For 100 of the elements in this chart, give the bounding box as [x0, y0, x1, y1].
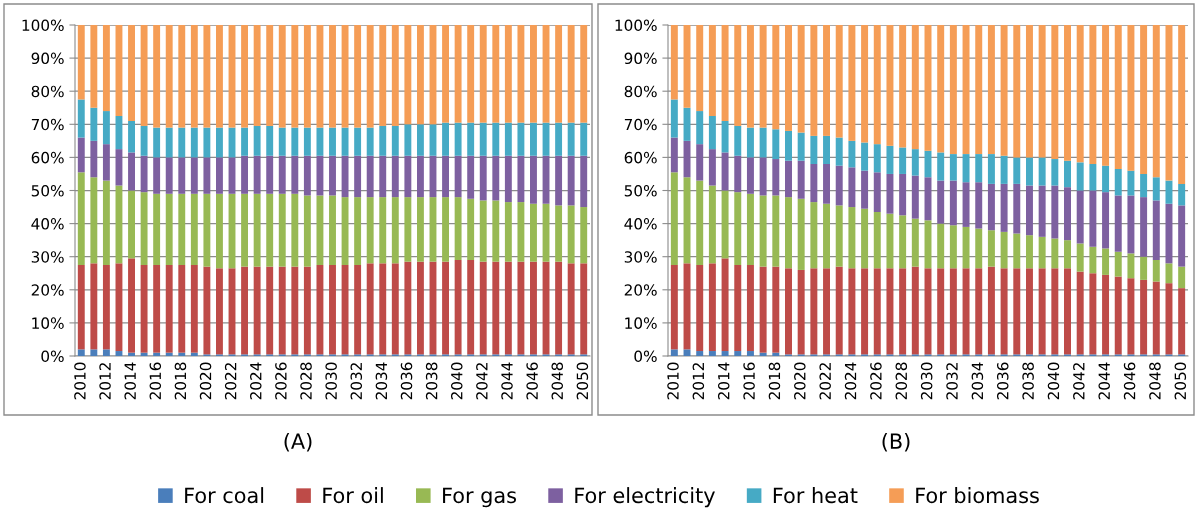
bar [442, 25, 449, 123]
x-tick-label: 2050 [1174, 362, 1187, 400]
bar [683, 177, 691, 264]
x-tick-label: 2024 [250, 362, 262, 400]
bar [1000, 268, 1008, 355]
bar [899, 215, 907, 269]
bar [454, 122, 462, 156]
bar [190, 352, 198, 356]
bar [949, 180, 957, 226]
bar [530, 155, 537, 204]
bar [975, 25, 983, 155]
bar [366, 197, 374, 264]
bar [1025, 157, 1033, 186]
bar [1064, 160, 1071, 188]
bar [266, 266, 274, 355]
bar [128, 25, 135, 121]
bar [1013, 233, 1021, 269]
bar [861, 170, 869, 209]
bar [190, 193, 198, 265]
bar [1114, 195, 1122, 252]
x-tick-label: 2042 [476, 363, 488, 400]
bar [567, 155, 575, 206]
bar [848, 140, 856, 168]
bar [580, 122, 588, 156]
bar [266, 25, 274, 126]
bar [683, 25, 691, 108]
bar [404, 25, 412, 125]
bar [1165, 263, 1173, 284]
bar [949, 154, 957, 181]
x-tick-label: 2040 [1047, 362, 1060, 400]
bar [165, 127, 173, 158]
bar [746, 25, 754, 128]
y-tick-label: 70% [31, 118, 64, 131]
x-tick-label: 2046 [526, 362, 538, 400]
bar [1051, 185, 1059, 239]
bar [178, 264, 186, 353]
y-tick-label: 80% [31, 85, 64, 98]
bar [555, 261, 563, 355]
x-tick-label: 2020 [199, 362, 212, 400]
bar [975, 228, 983, 269]
bar [492, 25, 500, 123]
bar [1025, 25, 1033, 158]
bar [759, 157, 767, 196]
bar [911, 149, 919, 176]
x-tick-label: 2044 [1098, 362, 1110, 400]
bar [190, 127, 198, 158]
bar [746, 157, 754, 194]
bar [1038, 25, 1046, 158]
bar [734, 192, 742, 265]
bar [366, 25, 374, 128]
bar [1000, 231, 1008, 269]
bar [886, 145, 894, 174]
bar [128, 152, 135, 191]
bar [467, 260, 475, 355]
bar [1038, 185, 1046, 237]
bar [1152, 260, 1160, 282]
bar [479, 25, 487, 123]
bar [987, 266, 995, 355]
x-tick-label: 2040 [450, 362, 463, 400]
bar [734, 155, 742, 193]
bar [278, 127, 286, 156]
bar [504, 155, 512, 203]
bar [341, 197, 349, 265]
bar [153, 127, 161, 158]
bar [492, 155, 500, 201]
y-tick-label: 80% [624, 85, 657, 98]
bar [759, 266, 767, 353]
bar [797, 132, 805, 161]
bar [178, 193, 186, 265]
bar [341, 264, 349, 355]
bar [203, 157, 211, 194]
bar [962, 182, 970, 227]
bar [555, 122, 563, 156]
bar [1038, 157, 1046, 186]
bar [266, 193, 274, 267]
bar [772, 352, 780, 356]
bar [797, 198, 805, 270]
bar [1076, 243, 1084, 272]
y-tick-label: 90% [624, 52, 657, 65]
bar [504, 25, 512, 123]
bar [1114, 168, 1122, 196]
bar [861, 142, 869, 171]
bar [810, 164, 818, 203]
bar [379, 125, 387, 156]
bar [1178, 288, 1186, 355]
bar [772, 195, 780, 267]
bar [492, 261, 500, 355]
bar [1165, 283, 1173, 355]
bar [962, 268, 970, 355]
y-tick-label: 0% [41, 350, 64, 363]
bar [785, 197, 792, 269]
bar [1102, 274, 1110, 355]
bar [530, 203, 537, 262]
bar [861, 268, 869, 355]
bar [454, 155, 462, 198]
bar [785, 130, 792, 161]
bar [899, 173, 907, 216]
bar [708, 25, 716, 117]
x-tick-label: 2020 [794, 362, 806, 400]
x-tick-label: 2048 [1149, 362, 1161, 400]
